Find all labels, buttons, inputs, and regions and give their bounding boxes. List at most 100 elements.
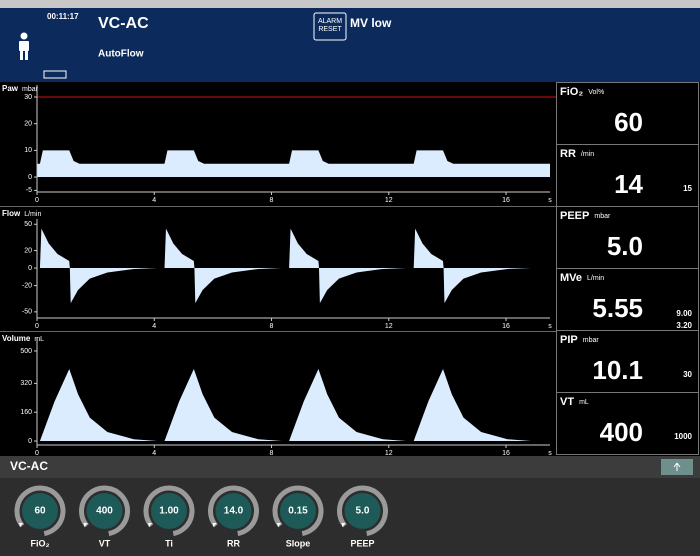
control-knob[interactable]: 60 [8, 479, 73, 544]
parameter-label: MVe L/min [560, 272, 604, 284]
control-knob[interactable]: 0.15 [266, 479, 331, 544]
knob-value: 400 [96, 506, 113, 517]
knob-ring [272, 485, 324, 537]
knob-label: Ti [165, 538, 173, 548]
parameter-name: MVe [560, 272, 582, 284]
waveform [39, 228, 550, 304]
alarm-reset-button[interactable] [313, 12, 347, 41]
parameter-value: 60 [614, 107, 643, 137]
parameter-name: PEEP [560, 210, 589, 222]
y-tick-label: 500 [20, 348, 32, 355]
y-tick-label: 50 [24, 221, 32, 228]
patient-icon [19, 32, 29, 60]
y-tick-label: 20 [24, 121, 32, 128]
x-tick-label: 16 [502, 323, 510, 330]
x-tick-label: 12 [385, 323, 393, 330]
knob-label: PEEP [350, 538, 374, 548]
panel-unit: L/min [24, 211, 41, 218]
knob-value: 14.0 [224, 506, 244, 517]
x-tick-label: 8 [270, 323, 274, 330]
control-knob[interactable]: 1.00 [137, 479, 202, 544]
knob-label: VT [99, 538, 111, 548]
knob-value: 0.15 [288, 506, 308, 517]
alarm-message: MV low [350, 16, 392, 30]
x-tick-label: 0 [35, 323, 39, 330]
knob-value: 60 [34, 506, 46, 517]
y-tick-label: 0 [28, 438, 32, 445]
parameter-value: 14 [614, 169, 643, 199]
knob-label: RR [227, 538, 240, 548]
y-tick-label: 10 [24, 147, 32, 154]
knob-ring [208, 485, 260, 537]
parameter-unit: /min [581, 151, 594, 158]
knob-pointer [83, 523, 88, 527]
knob-pointer [341, 523, 346, 527]
x-unit: s [548, 323, 552, 330]
alarm-reset-text: RESET [318, 26, 342, 33]
x-unit: s [548, 450, 552, 457]
parameter-limit: 1000 [674, 432, 692, 441]
parameter-unit: mbar [594, 213, 611, 220]
x-tick-label: 8 [270, 197, 274, 204]
knob-label: FiO₂ [31, 538, 50, 548]
x-tick-label: 12 [385, 450, 393, 457]
parameter-value: 5.55 [592, 293, 643, 323]
knob-face [22, 493, 58, 529]
parameter-unit: mL [579, 399, 589, 406]
y-tick-label: 160 [20, 409, 32, 416]
knob-value: 5.0 [356, 506, 370, 517]
knob-ring [14, 485, 66, 537]
parameter-unit: mbar [583, 337, 600, 344]
parameter-value: 5.0 [607, 231, 643, 261]
knob-face [215, 493, 252, 529]
alarm-reset-text: ALARM [318, 18, 342, 25]
knob-pointer [19, 523, 23, 527]
panel-title: Paw mbar [2, 84, 39, 93]
knob-pointer [277, 523, 281, 527]
parameter-unit: L/min [587, 275, 604, 282]
battery-icon [43, 70, 67, 79]
knob-ring [143, 485, 195, 537]
parameter-limit: 30 [683, 370, 692, 379]
knob-face [86, 493, 123, 529]
parameter-name: FiO₂ [560, 86, 583, 98]
y-tick-label: 0 [28, 174, 32, 181]
parameter-unit: Vol% [588, 89, 604, 96]
parameter-name: PIP [560, 334, 578, 346]
clock: 00:11:17 [47, 12, 79, 21]
controls-mode: VC-AC [10, 459, 48, 473]
panel-title: Flow L/min [2, 209, 41, 218]
parameter-name: VT [560, 396, 574, 408]
mode-bar [0, 456, 700, 478]
control-knob[interactable]: 14.0 [201, 479, 266, 544]
knob-pointer [148, 523, 152, 527]
parameter-label: FiO₂ Vol% [560, 86, 604, 98]
panel-title: Volume mL [2, 334, 44, 343]
control-knob[interactable]: 400 [72, 479, 137, 544]
parameter-box [556, 392, 699, 455]
parameter-value: 10.1 [592, 355, 643, 385]
arrow-icon [673, 462, 681, 471]
knob-pointer [212, 523, 217, 527]
y-tick-label: -20 [22, 282, 32, 289]
parameter-limit: 9.00 [676, 309, 692, 318]
mode-title: VC-AC [98, 15, 149, 32]
y-tick-label: 0 [28, 265, 32, 272]
waveform [37, 150, 550, 178]
y-tick-label: -5 [26, 187, 32, 194]
header-bar [0, 8, 700, 82]
x-tick-label: 0 [35, 450, 39, 457]
x-unit: s [548, 197, 552, 204]
knob-ring [337, 485, 388, 537]
y-tick-label: 30 [24, 94, 32, 101]
x-tick-label: 16 [502, 197, 510, 204]
control-knob[interactable]: 5.0 [330, 479, 395, 544]
panel-title-name: Volume [2, 334, 31, 343]
parameter-label: PEEP mbar [560, 210, 611, 222]
parameter-box [556, 268, 699, 331]
y-tick-label: 20 [24, 247, 32, 254]
x-tick-label: 8 [270, 450, 274, 457]
knob-face [151, 493, 187, 529]
